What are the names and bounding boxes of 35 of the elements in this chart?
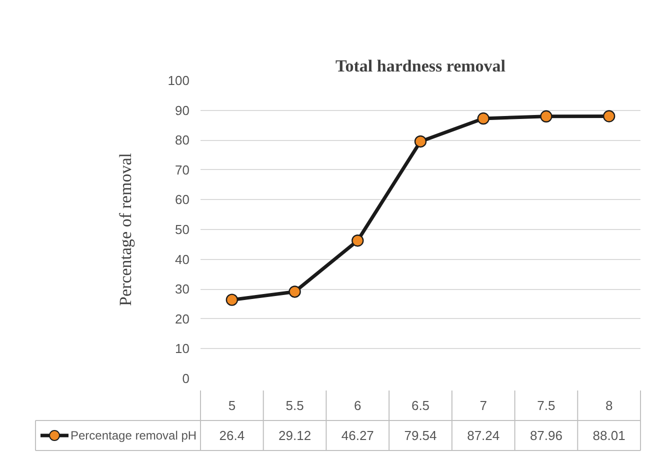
point [540,110,552,122]
y-tick-label: 100 [168,73,190,88]
x-tick-label: 7.5 [537,398,556,413]
x-tick-label: 6 [354,398,362,413]
point [602,110,616,122]
y-axis-title: Percentage of removal [116,152,135,306]
x-tick-label: 5 [228,398,236,413]
point [226,294,238,306]
data-label: 26.4 [219,428,245,443]
chart-title: Total hardness removal [335,56,506,76]
y-tick-label: 70 [175,162,190,178]
y-tick-label: 30 [175,282,190,297]
y-tick-label: 60 [175,192,190,208]
y-tick-label: 10 [175,341,190,356]
y-tick-label: 80 [175,132,190,148]
point [352,234,364,247]
data-label: 88.01 [592,428,626,443]
legend-label: Percentage removal pH [70,428,197,442]
data-label: 46.27 [341,428,374,443]
x-tick-label: 5.5 [286,398,304,413]
x-tick-label: 6.5 [411,398,430,413]
y-tick-label: 0 [182,371,190,386]
y-tick-label: 50 [175,222,190,237]
x-tick-label: 8 [605,398,613,413]
data-label: 29.12 [278,428,312,443]
point [414,135,427,148]
data-label: 79.54 [404,428,437,443]
point [477,112,490,125]
y-tick-label: 40 [175,252,190,267]
data-label: 87.96 [530,428,562,443]
y-tick-label: 90 [175,102,190,118]
data-label: 87.24 [467,428,500,443]
x-tick-label: 7 [480,398,487,413]
point [288,286,301,298]
y-tick-label: 20 [175,311,190,326]
